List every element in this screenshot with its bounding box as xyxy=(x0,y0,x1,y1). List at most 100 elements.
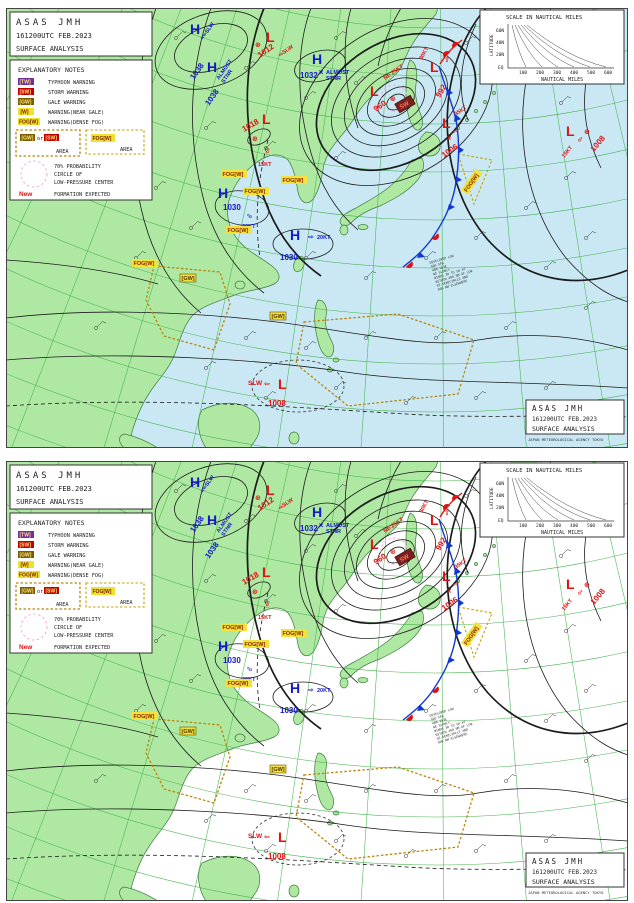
probability-circle-1018 xyxy=(247,581,271,599)
scale-xlabel: NAUTICAL MILES xyxy=(541,77,583,83)
svg-text:⊛: ⊛ xyxy=(252,135,258,143)
svg-text:FOG[W]: FOG[W] xyxy=(134,261,155,267)
svg-text:AREA: AREA xyxy=(120,600,133,606)
svg-text:[GW]: [GW] xyxy=(20,553,32,559)
svg-text:20N: 20N xyxy=(496,52,504,58)
chart-type: SURFACE ANALYSIS xyxy=(16,45,83,53)
svg-text:[TW]: [TW] xyxy=(20,80,31,86)
hokkaido xyxy=(418,131,441,157)
footer-title-box: ASAS JMH 161200UTC FEB.2023 SURFACE ANAL… xyxy=(525,399,625,442)
svg-text:46N 153E: 46N 153E xyxy=(431,264,447,272)
low-1008s-value: 1008 xyxy=(268,399,286,408)
svg-text:[GW]: [GW] xyxy=(22,136,34,142)
gale-warning-area-west xyxy=(145,265,231,351)
svg-text:[W]: [W] xyxy=(21,563,29,569)
sumatra xyxy=(119,433,159,448)
svg-text:FORMATION EXPECTED: FORMATION EXPECTED xyxy=(54,192,110,198)
svg-text:⇩: ⇩ xyxy=(263,147,272,157)
high-1030w-value: 1030 xyxy=(223,656,241,665)
svg-text:ALMOSTSTNR: ALMOSTSTNR xyxy=(326,523,350,535)
svg-text:NE SLOWLY: NE SLOWLY xyxy=(433,721,451,730)
circle-1008-south xyxy=(251,812,345,866)
high-1030e-value: 1030 xyxy=(280,253,298,262)
low-1008s-value: 1008 xyxy=(268,852,286,861)
svg-text:FOG[W]: FOG[W] xyxy=(223,172,244,178)
svg-text:ALMOSTSTNR: ALMOSTSTNR xyxy=(326,70,350,82)
kyushu xyxy=(339,224,349,236)
svg-text:[TW]: [TW] xyxy=(20,533,31,539)
svg-text:200: 200 xyxy=(536,70,544,76)
svg-text:⊛: ⊛ xyxy=(390,95,396,103)
low-1018-letter: L xyxy=(262,564,271,580)
high-1030w-letter: H xyxy=(218,638,228,654)
svg-text:⊛: ⊛ xyxy=(584,581,590,589)
warning-areas xyxy=(145,84,493,413)
legend-box: EXPLANATORY NOTES [TW] TYPHOON WARNING [… xyxy=(9,59,153,201)
svg-text:FOG[W]: FOG[W] xyxy=(19,120,38,126)
svg-text:[GW]: [GW] xyxy=(272,314,285,320)
svg-text:FOG[W]: FOG[W] xyxy=(283,631,304,637)
high-1030w-value: 1030 xyxy=(223,203,241,212)
legend-title: EXPLANATORY NOTES xyxy=(18,519,85,527)
svg-text:FOG[W]: FOG[W] xyxy=(93,136,112,142)
svg-text:or: or xyxy=(37,136,43,142)
low-960-letter: L xyxy=(370,536,379,552)
svg-text:15KT: 15KT xyxy=(258,615,272,621)
svg-text:ASAS JMH: ASAS JMH xyxy=(532,404,584,413)
svg-text:60N: 60N xyxy=(496,481,504,487)
scale-ylabel: LATITUDE xyxy=(489,487,495,509)
svg-text:⇨: ⇨ xyxy=(245,211,255,221)
svg-text:400: 400 xyxy=(570,70,578,76)
svg-text:⇨: ⇨ xyxy=(245,664,255,674)
high-1030e-value: 1030 xyxy=(280,706,298,715)
svg-text:⊛: ⊛ xyxy=(390,548,396,556)
svg-text:FORMATION EXPECTED: FORMATION EXPECTED xyxy=(54,645,110,651)
low-1008s-letter: L xyxy=(278,376,287,392)
chart-type: SURFACE ANALYSIS xyxy=(16,498,83,506)
svg-text:DEVELOPED LOW: DEVELOPED LOW xyxy=(429,707,454,718)
low-1006-letter: L xyxy=(442,115,451,131)
svg-text:×: × xyxy=(446,587,452,595)
svg-text:LOW-PRESSURE CENTER: LOW-PRESSURE CENTER xyxy=(54,633,114,639)
svg-text:SLW: SLW xyxy=(248,380,263,387)
svg-text:⇨: ⇨ xyxy=(452,579,460,589)
svg-text:161200UTC FEB.2023: 161200UTC FEB.2023 xyxy=(532,416,597,423)
svg-text:⇦: ⇦ xyxy=(575,135,585,145)
svg-text:WARNING(DENSE FOG): WARNING(DENSE FOG) xyxy=(48,573,104,579)
low-992-letter: L xyxy=(430,59,439,75)
gw-sw-area-sample: [GW] or [SW] AREA xyxy=(15,129,81,157)
svg-text:NE SLOWLY: NE SLOWLY xyxy=(433,268,451,277)
probability-circle-1018 xyxy=(247,128,271,146)
svg-text:GALE WARNING: GALE WARNING xyxy=(48,100,85,106)
svg-text:×: × xyxy=(446,134,452,142)
svg-text:⇨: ⇨ xyxy=(452,126,460,136)
graticule xyxy=(6,8,628,448)
svg-text:EQ: EQ xyxy=(498,65,504,71)
scale-title: SCALE IN NAUTICAL MILES xyxy=(506,15,582,21)
svg-text:FOG[W]: FOG[W] xyxy=(245,189,266,195)
high-nw-letter: H xyxy=(190,474,200,490)
svg-text:EQ: EQ xyxy=(498,518,504,524)
low-1018-letter: L xyxy=(262,111,271,127)
high-1032-letter: H xyxy=(312,51,322,67)
svg-text:300: 300 xyxy=(553,70,561,76)
svg-text:STORM WARNING: STORM WARNING xyxy=(48,90,89,96)
svg-text:70% PROBABILITY: 70% PROBABILITY xyxy=(54,617,102,623)
svg-text:STORM WARNING: STORM WARNING xyxy=(48,543,89,549)
chart-datetime: 161200UTC FEB.2023 xyxy=(16,32,92,40)
cold-front xyxy=(402,518,460,721)
graticule xyxy=(6,461,628,901)
surface-analysis-chart-blue: H ×⇦SLW 1038 H ALMOSTSTNR 1038 L ⊛ 1012 … xyxy=(6,8,628,448)
svg-text:WARNING(DENSE FOG): WARNING(DENSE FOG) xyxy=(48,120,104,126)
weather-map: H ×⇦SLW 1038 H ALMOSTSTNR 1038 L ⊛ 1012 … xyxy=(6,8,628,448)
shikoku xyxy=(357,677,369,683)
borneo xyxy=(198,855,261,901)
svg-text:600: 600 xyxy=(604,523,612,529)
svg-text:500: 500 xyxy=(587,523,595,529)
warm-front xyxy=(439,492,463,518)
svg-text:200: 200 xyxy=(536,523,544,529)
low-992-letter: L xyxy=(430,512,439,528)
surface-analysis-chart-white: H ×⇦SLW 1038 H ALMOSTSTNR 1038 L ⊛ 1012 … xyxy=(6,461,628,901)
svg-text:⇦: ⇦ xyxy=(264,833,270,841)
svg-text:960 hPa: 960 hPa xyxy=(430,714,444,722)
